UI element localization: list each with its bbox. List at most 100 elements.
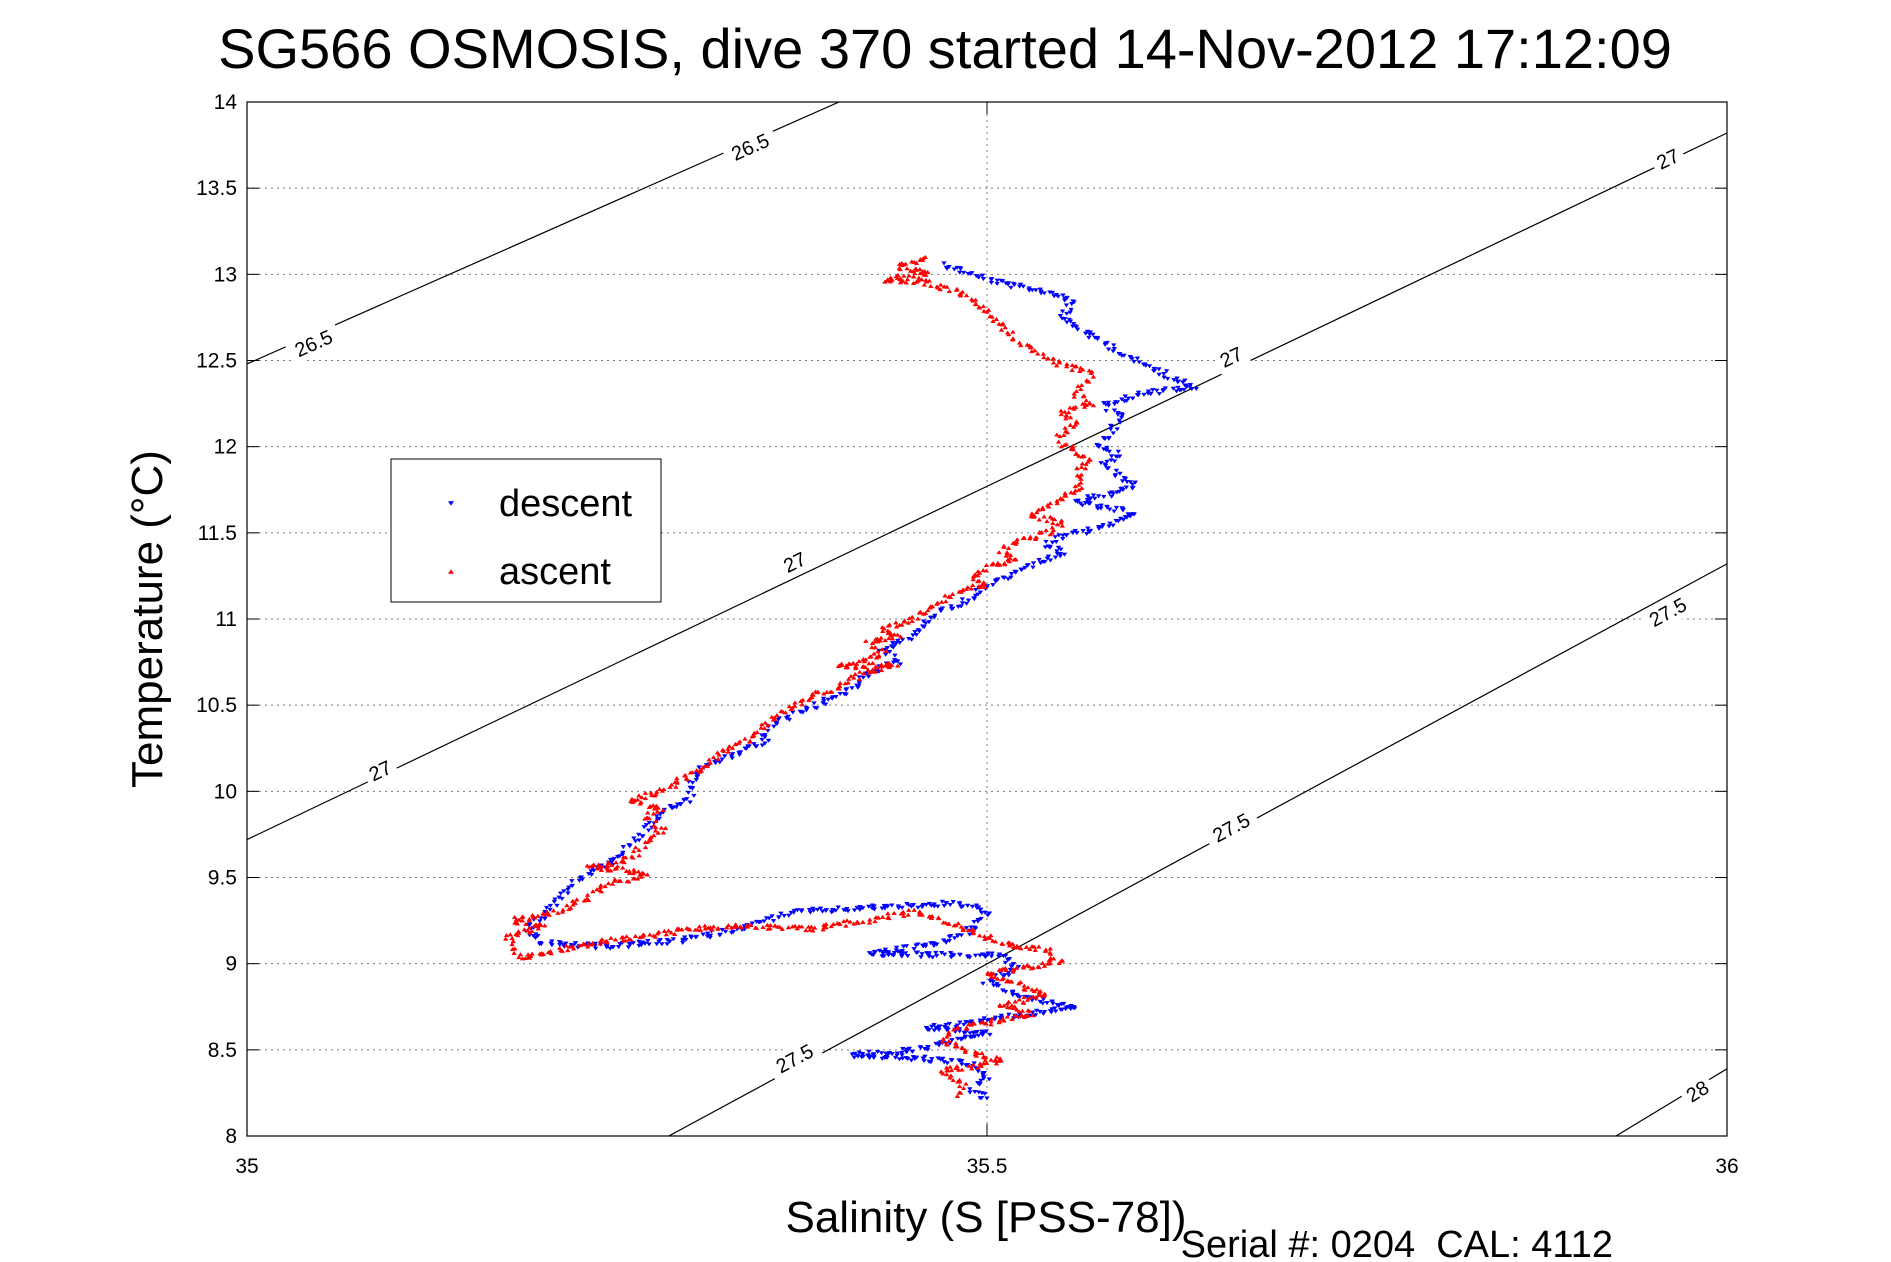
- ascent-point: [650, 823, 657, 828]
- ascent-point: [746, 739, 753, 744]
- ascent-point: [980, 1061, 987, 1066]
- descent-point: [961, 1022, 967, 1027]
- ascent-point: [1039, 960, 1046, 966]
- ascent-point: [1029, 348, 1035, 354]
- descent-point: [994, 278, 1001, 283]
- descent-point: [1054, 549, 1060, 554]
- ascent-point: [823, 925, 829, 930]
- descent-point: [620, 850, 626, 855]
- ascent-point: [769, 714, 775, 719]
- descent-point: [957, 952, 963, 958]
- ascent-point: [942, 593, 948, 598]
- ascent-point: [1027, 946, 1033, 951]
- descent-point: [1055, 294, 1061, 299]
- ascent-point: [659, 788, 666, 793]
- x-axis-label: Salinity (S [PSS-78]): [785, 1193, 1186, 1242]
- descent-point: [1005, 577, 1011, 582]
- descent-point: [981, 1091, 988, 1097]
- ascent-point: [662, 825, 669, 830]
- ascent-point: [959, 1045, 965, 1050]
- descent-point: [906, 637, 912, 642]
- ascent-point: [696, 924, 703, 929]
- ascent-point: [1017, 342, 1024, 348]
- descent-point: [899, 1053, 905, 1058]
- descent-point: [645, 828, 652, 833]
- descent-point: [990, 583, 996, 588]
- ascent-point: [872, 644, 879, 650]
- ascent-point: [1026, 1008, 1033, 1014]
- ascent-point: [866, 920, 873, 925]
- descent-point: [1098, 461, 1104, 466]
- descent-point: [980, 277, 987, 282]
- ascent-point: [792, 703, 798, 708]
- descent-point: [967, 1031, 973, 1036]
- ascent-point: [993, 1054, 1000, 1059]
- ascent-point: [928, 283, 934, 288]
- descent-point: [851, 1055, 858, 1060]
- ascent-point: [1076, 487, 1082, 492]
- descent-point: [1084, 497, 1091, 503]
- ascent-point: [1047, 958, 1053, 963]
- descent-point: [897, 662, 904, 667]
- descent-point: [909, 1049, 916, 1054]
- ascent-point: [502, 936, 509, 941]
- descent-point: [729, 752, 736, 757]
- descent-point: [978, 910, 985, 916]
- y-tick-label: 12.5: [196, 350, 237, 373]
- descent-point: [1039, 1001, 1046, 1006]
- descent-point: [762, 735, 768, 740]
- descent-point: [1161, 372, 1167, 377]
- ascent-point: [792, 700, 798, 705]
- ascent-point: [1071, 406, 1077, 411]
- ascent-point: [1002, 325, 1008, 330]
- ascent-point: [1013, 556, 1019, 562]
- ascent-point: [777, 924, 783, 929]
- descent-point: [1116, 489, 1123, 494]
- ascent-point: [706, 757, 712, 762]
- ascent-point: [956, 1090, 963, 1095]
- ascent-point: [559, 909, 566, 914]
- descent-point: [1146, 364, 1153, 369]
- ascent-point: [1020, 963, 1027, 969]
- ascent-point: [988, 1057, 994, 1062]
- descent-point: [1083, 531, 1090, 537]
- descent-point: [1150, 368, 1157, 374]
- ascent-point: [604, 938, 610, 943]
- descent-point: [1108, 454, 1115, 459]
- descent-point: [1086, 335, 1092, 340]
- ascent-point: [1047, 951, 1054, 956]
- ascent-point: [663, 932, 670, 937]
- ascent-point: [1036, 507, 1042, 512]
- ascent-point: [893, 620, 899, 625]
- ascent-point: [799, 924, 805, 929]
- ascent-point: [847, 919, 853, 924]
- descent-point: [849, 686, 855, 691]
- ascent-point: [946, 1038, 952, 1043]
- ascent-point: [994, 562, 1000, 567]
- ascent-point: [988, 974, 995, 979]
- ascent-point: [1083, 398, 1090, 403]
- ascent-point: [1006, 943, 1013, 948]
- ascent-point: [569, 944, 576, 949]
- descent-point: [899, 1056, 906, 1061]
- descent-point: [957, 267, 964, 272]
- descent-point: [975, 1069, 981, 1074]
- descent-point: [551, 899, 558, 905]
- descent-point: [1127, 514, 1133, 519]
- y-tick-label: 14: [214, 91, 238, 114]
- ascent-point: [955, 1026, 961, 1031]
- descent-point: [1107, 521, 1113, 526]
- ascent-point: [917, 271, 924, 276]
- ascent-point: [1047, 500, 1054, 506]
- descent-point: [1006, 1012, 1012, 1017]
- legend: descent ascent: [390, 458, 662, 603]
- ascent-point: [642, 816, 648, 821]
- descent-point: [685, 790, 692, 795]
- descent-point: [929, 955, 936, 960]
- ascent-point: [954, 1064, 960, 1069]
- descent-point: [638, 943, 645, 948]
- ascent-point: [509, 941, 515, 947]
- descent-point: [965, 598, 972, 603]
- contour-label-group: 26.5: [283, 320, 344, 367]
- ascent-point: [959, 289, 966, 294]
